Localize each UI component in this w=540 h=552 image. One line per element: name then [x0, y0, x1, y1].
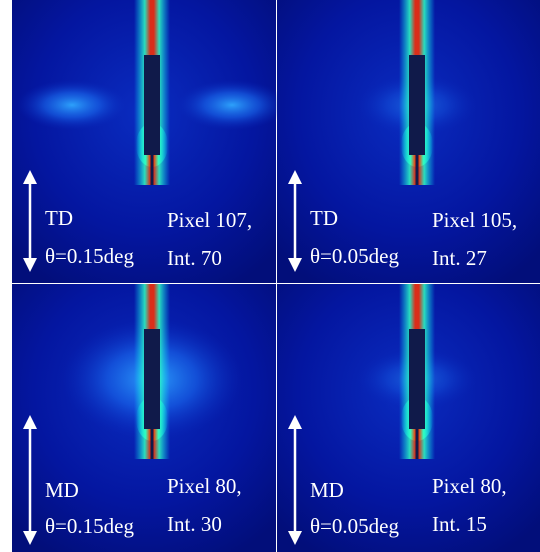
arrow-head	[288, 531, 302, 545]
direction-label: TD	[310, 206, 338, 230]
angle-label: θ=0.05deg	[310, 244, 399, 268]
scatter-glow	[17, 80, 127, 130]
beam-stop	[409, 55, 425, 155]
pattern-panel: TD θ=0.15deg Pixel 107, Int. 70	[12, 0, 287, 283]
angle-label: θ=0.15deg	[45, 244, 134, 268]
beam-stop	[409, 329, 425, 429]
direction-label: MD	[310, 478, 344, 502]
beam-stop	[144, 329, 160, 429]
arrow-head	[23, 258, 37, 272]
pixel-label: Pixel 105,	[432, 208, 517, 232]
arrow-head	[288, 415, 302, 429]
beam-stop-arm	[415, 155, 419, 185]
pixel-label: Pixel 80,	[432, 474, 507, 498]
intensity-label: Int. 30	[167, 512, 222, 536]
intensity-label: Int. 70	[167, 246, 222, 270]
pixel-label: Pixel 80,	[167, 474, 242, 498]
angle-label: θ=0.15deg	[45, 514, 134, 538]
arrow-head	[23, 531, 37, 545]
beam-stop-arm	[150, 429, 154, 459]
direction-label: MD	[45, 478, 79, 502]
angle-label: θ=0.05deg	[310, 514, 399, 538]
pixel-label: Pixel 107,	[167, 208, 252, 232]
arrow-head	[23, 415, 37, 429]
arrow-head	[23, 170, 37, 184]
intensity-label: Int. 15	[432, 512, 487, 536]
beam-stop	[144, 55, 160, 155]
arrow-head	[288, 170, 302, 184]
beam-stop-arm	[415, 429, 419, 459]
pattern-panel: MD θ=0.05deg Pixel 80, Int. 15	[277, 284, 540, 552]
scatter-glow	[177, 80, 287, 130]
pattern-panel: TD θ=0.05deg Pixel 105, Int. 27	[277, 0, 540, 283]
intensity-label: Int. 27	[432, 246, 487, 270]
arrow-head	[288, 258, 302, 272]
pattern-panel: MD θ=0.15deg Pixel 80, Int. 30	[12, 284, 276, 552]
direction-label: TD	[45, 206, 73, 230]
beam-stop-arm	[150, 155, 154, 185]
